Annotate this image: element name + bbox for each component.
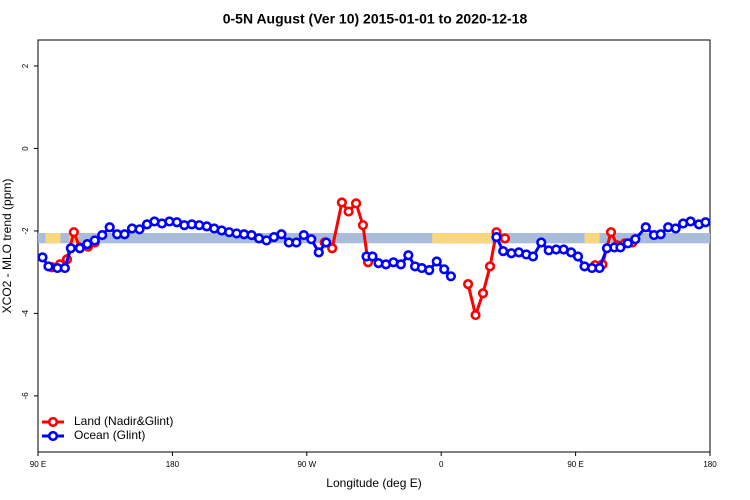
- data-point: [566, 247, 577, 258]
- data-point: [134, 224, 145, 235]
- x-tick-label: 0: [439, 460, 444, 469]
- data-point: [343, 206, 354, 217]
- data-point: [499, 233, 511, 244]
- data-point: [572, 251, 584, 262]
- data-point: [622, 238, 633, 249]
- y-tick-label: -2: [21, 227, 30, 235]
- data-point: [403, 250, 414, 261]
- legend-label: Land (Nadir&Glint): [74, 414, 173, 428]
- data-point: [336, 197, 347, 208]
- data-point: [491, 232, 502, 243]
- data-point: [367, 251, 378, 262]
- data-point: [97, 229, 108, 241]
- data-point: [298, 229, 309, 241]
- data-point: [527, 251, 539, 262]
- legend-marker: [47, 430, 59, 442]
- data-point: [276, 229, 287, 240]
- y-tick-label: 2: [21, 63, 30, 68]
- x-axis-label: Longitude (deg E): [326, 476, 421, 490]
- data-point: [640, 222, 651, 233]
- data-point: [306, 234, 317, 245]
- data-point: [630, 234, 641, 245]
- y-axis-label: XCO2 - MLO trend (ppm): [0, 179, 14, 314]
- land-segment: [45, 233, 61, 244]
- x-tick-label: 180: [703, 460, 717, 469]
- data-point: [313, 247, 324, 258]
- data-point: [445, 271, 457, 282]
- data-point: [82, 239, 93, 250]
- x-tick-label: 90 W: [297, 460, 316, 469]
- data-point: [291, 237, 302, 248]
- data-point: [484, 261, 496, 272]
- x-tick-label: 90 E: [567, 460, 583, 469]
- data-point: [424, 265, 435, 276]
- y-tick-label: 0: [21, 146, 30, 151]
- data-point: [43, 261, 54, 272]
- data-point: [594, 262, 605, 274]
- series-line: [51, 200, 633, 317]
- data-point: [605, 227, 617, 238]
- data-point: [37, 252, 48, 263]
- data-point: [65, 243, 76, 254]
- data-point: [395, 259, 406, 270]
- land-segment: [432, 233, 492, 244]
- data-point: [119, 229, 130, 240]
- data-point: [89, 235, 100, 246]
- data-point: [68, 227, 79, 238]
- data-point: [321, 237, 332, 248]
- land-segment: [584, 233, 600, 244]
- data-point: [104, 222, 115, 233]
- x-tick-label: 180: [166, 460, 180, 469]
- data-point: [655, 229, 666, 240]
- data-point: [327, 243, 338, 254]
- x-tick-label: 90 E: [30, 460, 46, 469]
- data-point: [462, 279, 474, 290]
- data-point: [431, 256, 442, 267]
- data-point: [59, 262, 70, 274]
- y-tick-label: -6: [21, 392, 30, 400]
- data-point: [498, 246, 509, 257]
- data-point: [685, 216, 696, 227]
- data-point: [700, 217, 711, 228]
- data-point: [477, 288, 489, 299]
- data-point: [439, 264, 450, 275]
- data-point: [615, 242, 626, 253]
- reference-band: [38, 233, 710, 244]
- data-point: [357, 220, 369, 231]
- data-point: [470, 309, 481, 321]
- legend-label: Ocean (Glint): [74, 428, 145, 442]
- data-point: [350, 198, 362, 209]
- y-tick-label: -4: [21, 309, 30, 317]
- data-point: [670, 223, 681, 234]
- chart-title: 0-5N August (Ver 10) 2015-01-01 to 2020-…: [223, 11, 528, 27]
- legend-marker: [47, 416, 59, 428]
- data-point: [536, 237, 547, 248]
- data-point: [74, 243, 85, 254]
- plot-frame: [37, 39, 711, 453]
